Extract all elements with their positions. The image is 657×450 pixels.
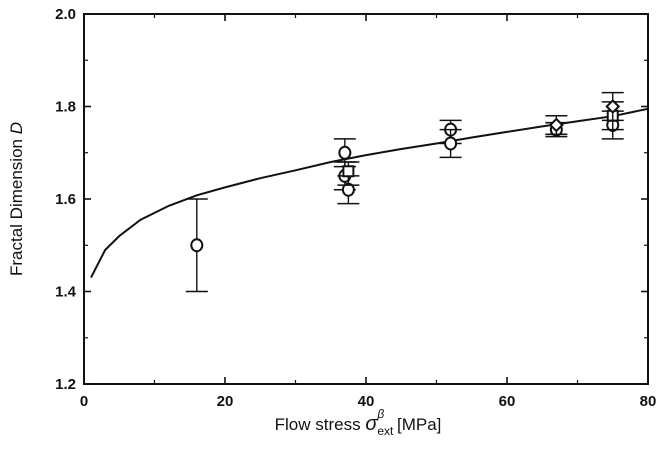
data-point-diamond [601,91,624,122]
y-axis-label-text: Fractal Dimension [7,134,26,276]
data-point-diamond [545,114,568,136]
plot-area [83,13,649,385]
data-points-layer [185,91,624,293]
marker-diamond [548,117,564,133]
y-axis-symbol: D [7,122,26,134]
marker-circle [338,145,352,160]
x-tick-label: 0 [80,393,88,410]
y-tick-label: 1.6 [55,191,76,208]
data-point-circle [439,128,462,159]
axis-ticks: 0 20 40 60 80 1.2 1.4 1.6 1.8 2.0 [55,6,656,410]
marker-circle [444,136,458,151]
plot-frame [83,13,649,385]
y-tick-label: 2.0 [55,6,76,23]
x-tick-label: 80 [640,393,657,410]
marker-square [342,165,355,178]
x-axis-superscript: β [376,407,384,421]
x-tick-label: 40 [358,393,375,410]
fit-curve-layer [90,107,649,279]
data-point-circle [185,198,208,293]
x-tick-label: 60 [499,393,516,410]
x-axis-label: Flow stress σext β [MPa] [275,407,442,438]
marker-diamond [605,99,621,114]
data-point-square [337,161,360,186]
data-point-circle [333,138,356,168]
x-axis-label-text: Flow stress [275,415,366,434]
x-axis-unit: [MPa] [392,415,441,434]
y-tick-label: 1.2 [55,376,76,393]
marker-circle [190,238,204,253]
y-tick-label: 1.4 [55,284,77,301]
x-axis-symbol: σ [365,413,378,435]
y-axis-label: Fractal Dimension D [7,122,26,276]
x-tick-label: 20 [217,393,234,410]
x-axis-subscript: ext [377,424,394,438]
y-tick-label: 1.8 [55,99,76,116]
fit-curve [90,107,649,279]
axis-labels: Flow stress σext β [MPa] Fractal Dimension… [7,122,441,438]
